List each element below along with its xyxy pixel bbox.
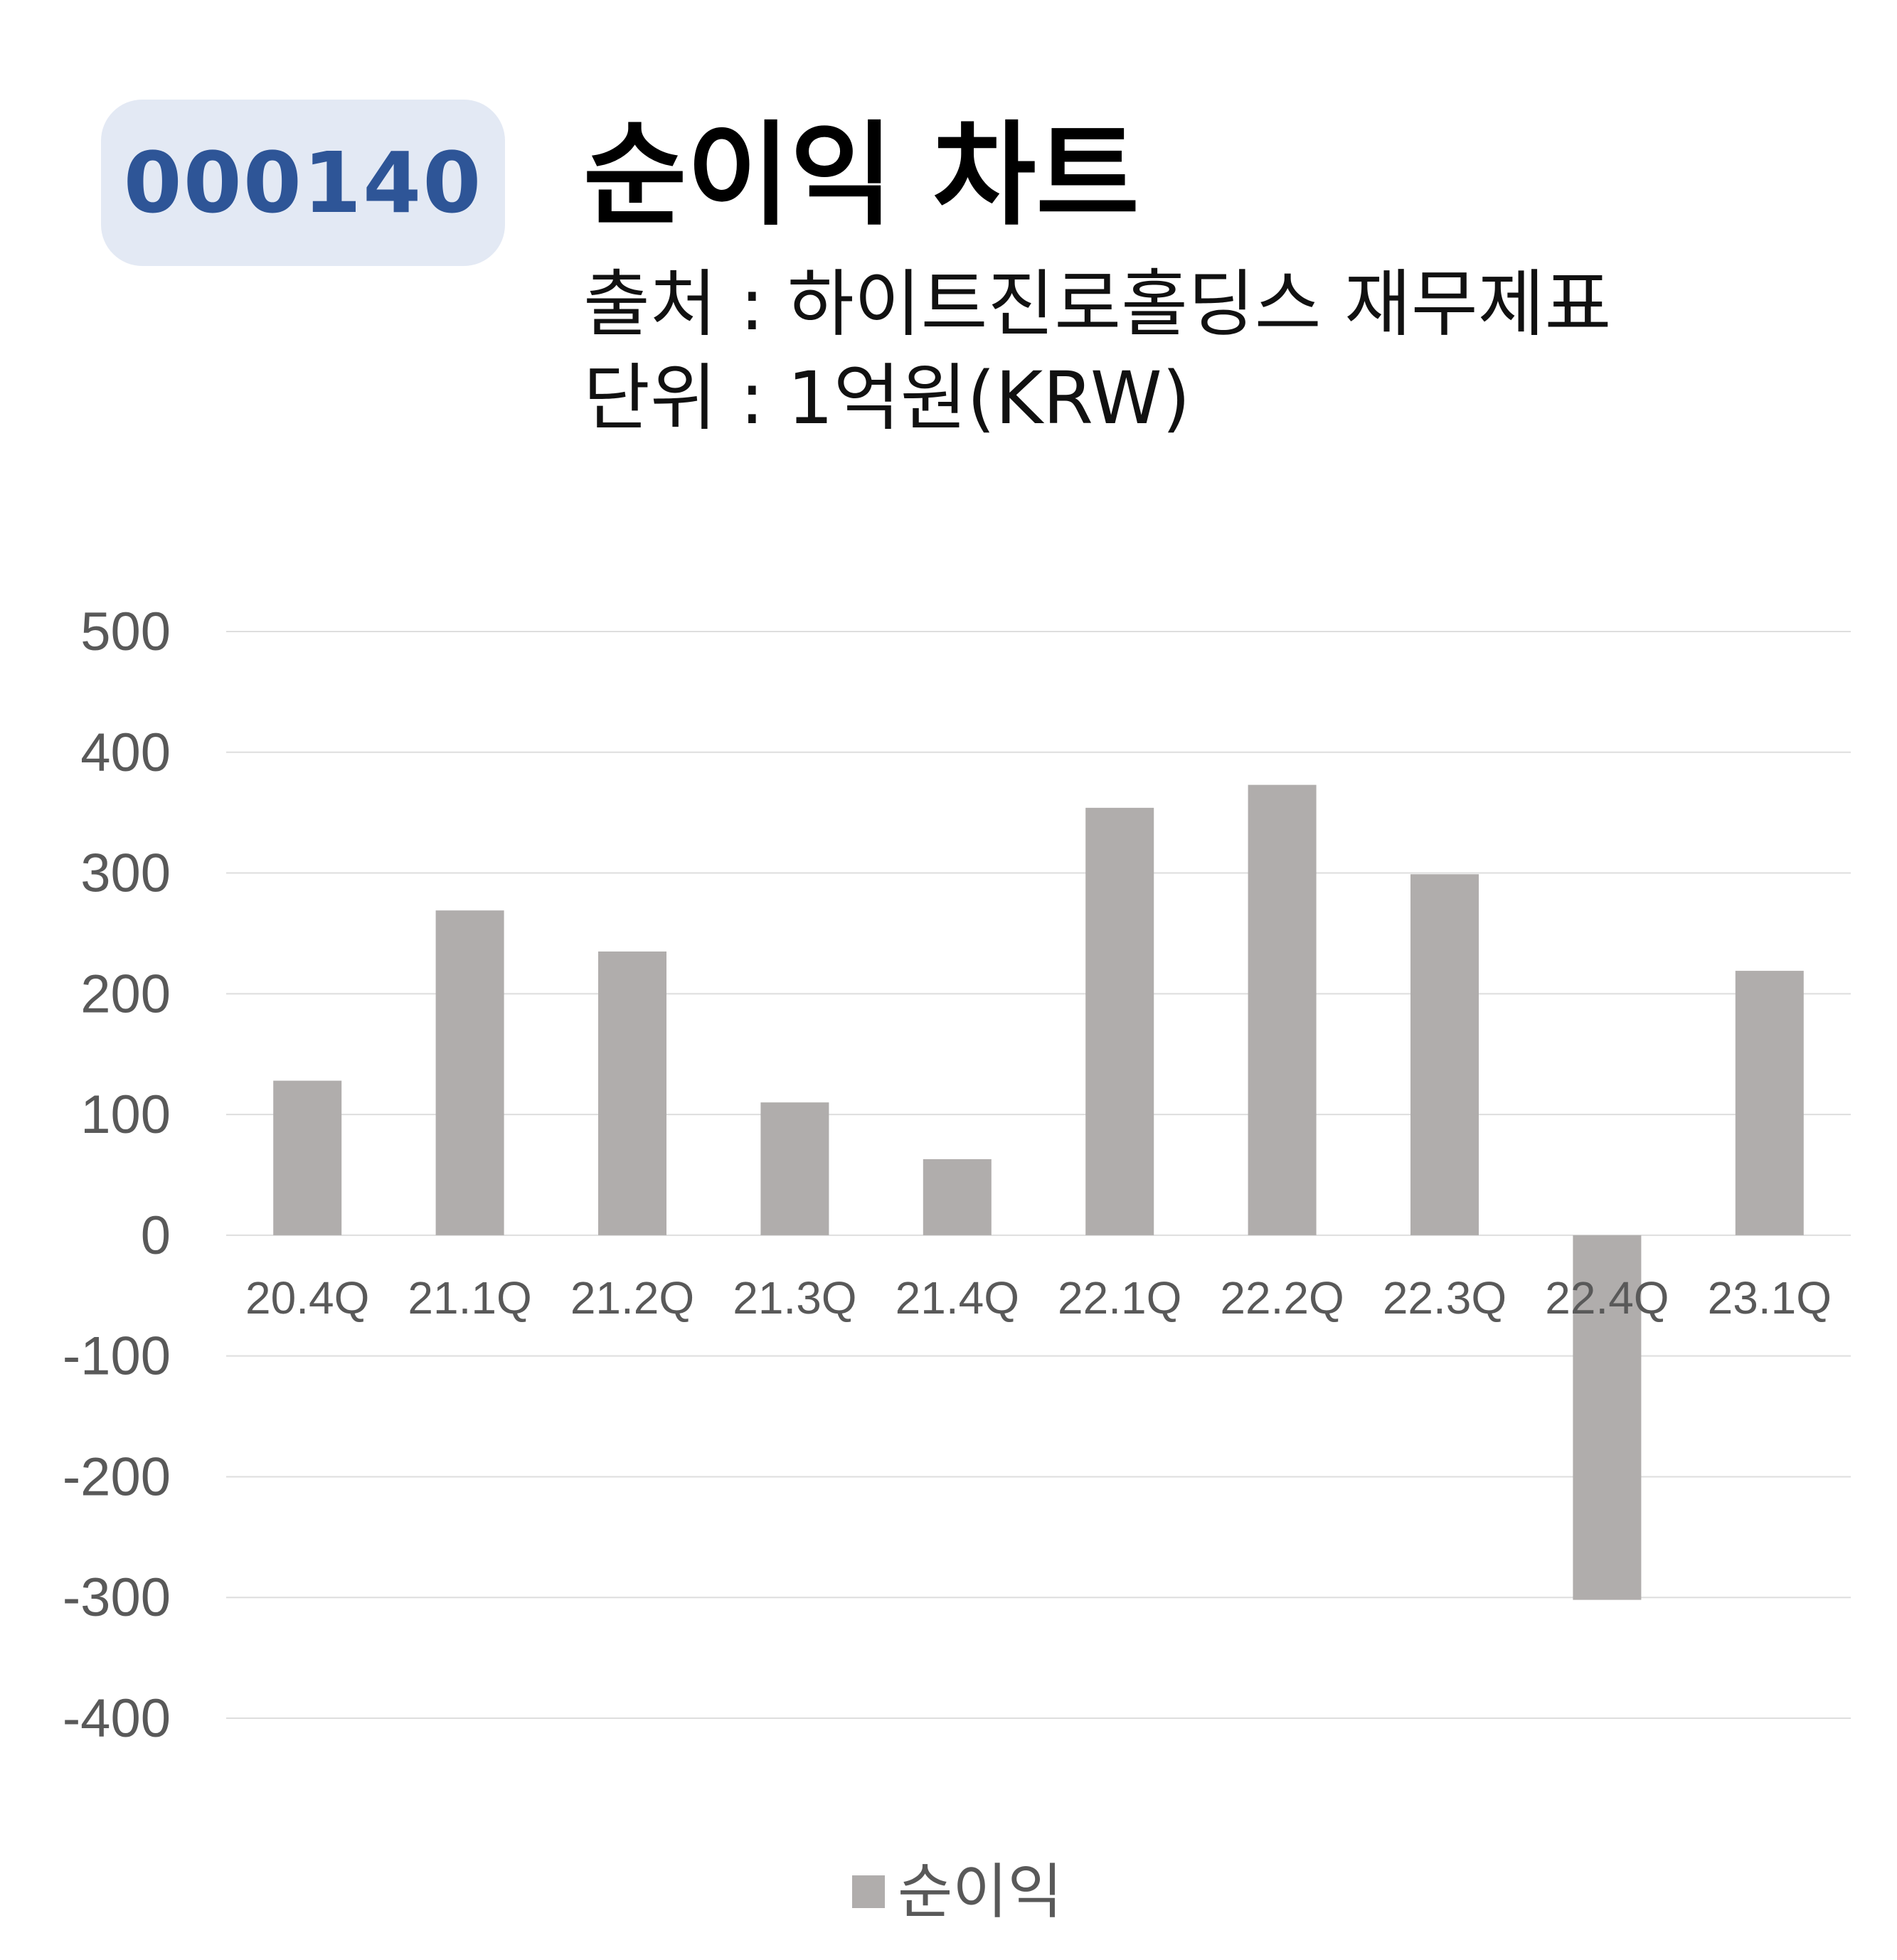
x-axis-categories: 20.4Q 21.1Q 21.2Q 21.3Q 21.4Q 22.1Q 22.2Q 22.3Q… — [245, 1272, 1832, 1323]
x-category-label: 21.2Q — [570, 1272, 694, 1323]
bar-22.2Q — [1248, 784, 1317, 1235]
bar-20.4Q — [273, 1080, 342, 1235]
x-category-label: 23.1Q — [1708, 1272, 1832, 1323]
unit-label: 단위 : 1억원(KRW) — [583, 356, 1191, 441]
y-tick-label: -400 — [63, 1688, 171, 1749]
bar-21.3Q — [760, 1102, 829, 1235]
y-tick-label: 300 — [80, 843, 171, 904]
x-category-label: 22.3Q — [1383, 1272, 1507, 1323]
bar-23.1Q — [1735, 971, 1804, 1235]
y-tick-label: 500 — [80, 602, 171, 662]
x-category-label: 21.1Q — [408, 1272, 531, 1323]
bar-22.1Q — [1085, 807, 1154, 1235]
x-category-label: 21.3Q — [733, 1272, 856, 1323]
y-tick-label: -100 — [63, 1326, 171, 1387]
bars — [273, 784, 1804, 1600]
x-category-label: 22.1Q — [1058, 1272, 1181, 1323]
legend-label: 순이익 — [898, 1857, 1063, 1927]
bar-22.4Q — [1573, 1235, 1642, 1600]
bar-21.4Q — [923, 1159, 992, 1235]
y-tick-label: 100 — [80, 1085, 171, 1145]
y-tick-label: 0 — [141, 1205, 171, 1266]
page-title: 순이익 차트 — [583, 110, 1139, 241]
stock-code: 000140 — [123, 134, 483, 232]
bar-21.1Q — [435, 910, 504, 1235]
legend: 순이익 — [852, 1862, 1063, 1922]
legend-swatch — [852, 1875, 885, 1908]
x-category-label: 22.2Q — [1220, 1272, 1344, 1323]
stock-code-badge: 000140 — [101, 100, 505, 266]
source-label: 출처 : 하이트진로홀딩스 재무제표 — [583, 262, 1612, 347]
y-axis-ticks: 500 400 300 200 100 0 -100 -200 -300 -400 — [63, 602, 171, 1749]
bar-21.2Q — [598, 951, 666, 1235]
y-tick-label: -200 — [63, 1447, 171, 1507]
y-tick-label: 200 — [80, 964, 171, 1024]
x-category-label: 20.4Q — [245, 1272, 369, 1323]
y-tick-label: 400 — [80, 723, 171, 783]
y-tick-label: -300 — [63, 1567, 171, 1628]
x-category-label: 22.4Q — [1545, 1272, 1669, 1323]
bar-22.3Q — [1410, 874, 1479, 1235]
x-category-label: 21.4Q — [896, 1272, 1019, 1323]
